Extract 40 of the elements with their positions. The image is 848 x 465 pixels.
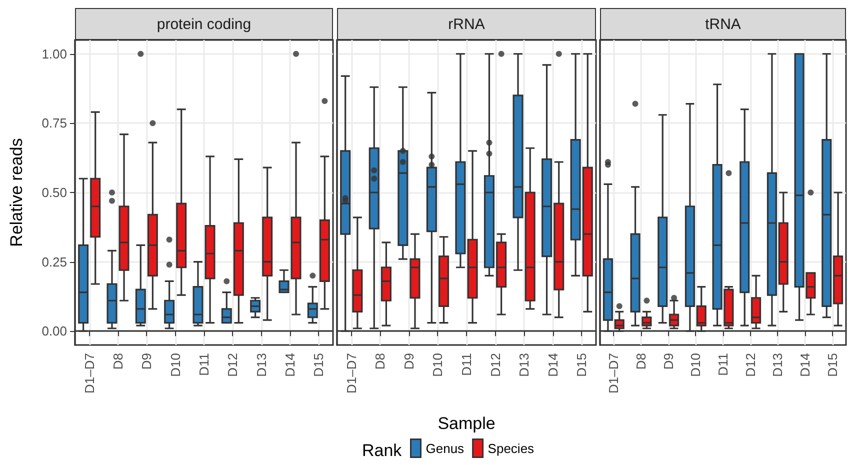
x-tick-label: D15 [824, 353, 840, 377]
x-tick-label: D11 [459, 353, 474, 376]
y-tick-label: 0.50 [42, 185, 67, 200]
x-tick-label: D12 [225, 353, 240, 377]
x-tick-label: D8 [634, 353, 648, 370]
x-tick-label: D10 [688, 353, 704, 377]
x-tick-label: D15 [311, 353, 326, 377]
x-tick-label: D8 [372, 353, 388, 370]
x-tick-label: D1–D7 [606, 353, 622, 394]
x-tick-label: D8 [110, 353, 126, 370]
x-tick-label: D10 [430, 353, 446, 377]
x-tick-label: D1–D7 [344, 353, 359, 394]
x-tick-label: D9 [660, 353, 676, 370]
x-tick-label: D11 [716, 353, 730, 376]
legend-title: Rank [362, 441, 402, 460]
x-tick-label: D11 [196, 353, 212, 376]
x-tick-label: D13 [516, 353, 532, 377]
x-tick-label: D14 [798, 353, 812, 377]
x-tick-label: D13 [254, 353, 269, 377]
x-tick-label: D1–D7 [82, 353, 97, 394]
x-tick-label: D12 [742, 353, 758, 377]
legend-label: Genus [426, 440, 465, 456]
x-tick-label: D10 [168, 353, 183, 377]
x-tick-label: D14 [545, 353, 560, 377]
y-axis-title: Relative reads [7, 138, 26, 247]
chart-title: protein coding [75, 8, 333, 40]
x-axis-title: Sample [438, 414, 496, 433]
legend-label: Species [488, 440, 535, 456]
x-tick-label: D12 [488, 353, 503, 377]
x-tick-label: D9 [139, 353, 154, 370]
chart-title: tRNA [600, 8, 846, 40]
y-tick-label: 0.00 [42, 324, 67, 339]
y-tick-label: 0.25 [42, 254, 67, 270]
y-tick-label: 1.00 [42, 46, 67, 62]
y-tick-label: 0.75 [42, 116, 67, 131]
chart-title: rRNA [337, 8, 596, 40]
x-tick-label: D9 [401, 353, 416, 370]
x-tick-label: D13 [770, 353, 786, 377]
x-tick-label: D15 [574, 353, 590, 377]
x-tick-label: D14 [282, 353, 298, 377]
